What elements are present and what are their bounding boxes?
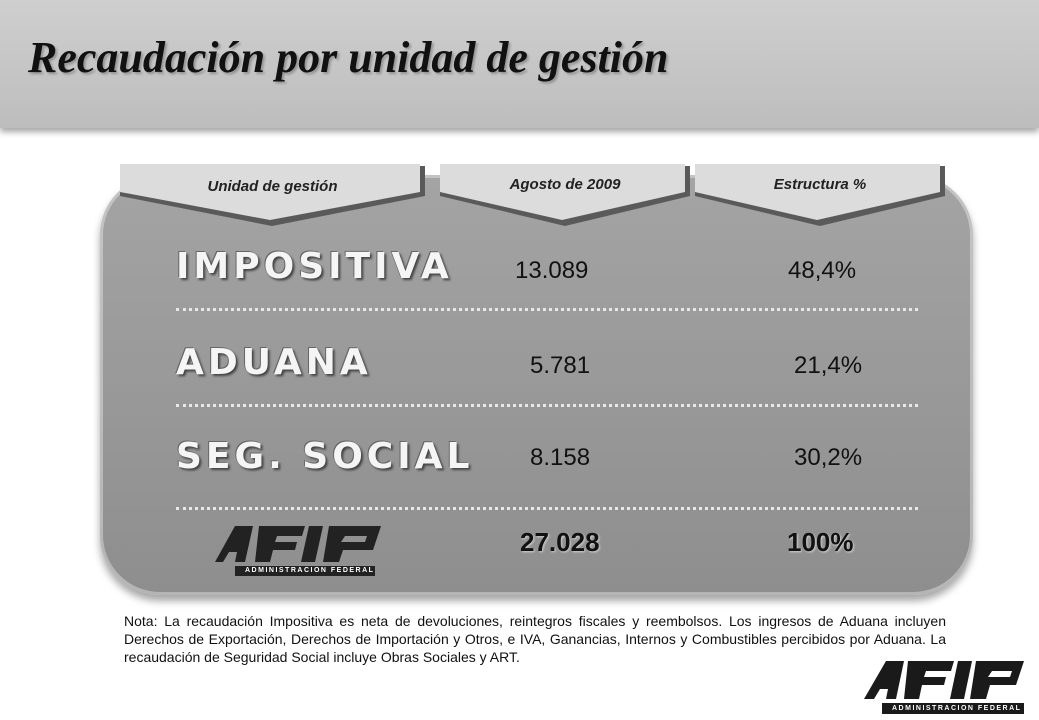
total-share: 100% bbox=[787, 527, 854, 557]
row-amount-seg-social: 8.158 bbox=[530, 444, 591, 471]
column-header-unit: Unidad de gestión bbox=[120, 164, 425, 234]
column-header-share: Estructura % bbox=[695, 164, 945, 234]
row-amount-impositiva: 13.089 bbox=[515, 257, 589, 284]
afip-logo-panel: ADMINISTRACION FEDERAL bbox=[205, 522, 385, 583]
row-divider bbox=[176, 507, 918, 510]
column-label-unit: Unidad de gestión bbox=[207, 178, 338, 195]
column-header-amount: Agosto de 2009 bbox=[440, 164, 690, 234]
page-title: Recaudación por unidad de gestión bbox=[28, 33, 669, 82]
row-share-impositiva: 48,4% bbox=[788, 257, 857, 284]
table-panel bbox=[100, 175, 973, 595]
total-amount: 27.028 bbox=[520, 527, 600, 557]
row-unit-seg-social: SEG. SOCIAL bbox=[176, 436, 474, 477]
row-unit-impositiva: IMPOSITIVA bbox=[176, 246, 453, 287]
afip-logo-corner-subtitle: ADMINISTRACION FEDERAL bbox=[892, 705, 1022, 712]
row-divider bbox=[176, 404, 918, 407]
row-share-aduana: 21,4% bbox=[794, 352, 863, 379]
header-bar: Recaudación por unidad de gestión bbox=[0, 0, 1039, 128]
afip-logo-corner: ADMINISTRACION FEDERAL bbox=[858, 655, 1028, 720]
footnote: Nota: La recaudación Impositiva es neta … bbox=[124, 613, 946, 665]
column-label-share: Estructura % bbox=[773, 176, 867, 193]
column-label-amount: Agosto de 2009 bbox=[509, 176, 621, 193]
row-share-seg-social: 30,2% bbox=[794, 444, 863, 471]
row-unit-aduana: ADUANA bbox=[176, 342, 372, 383]
afip-logo-subtitle: ADMINISTRACION FEDERAL bbox=[245, 567, 375, 574]
row-divider bbox=[176, 308, 918, 311]
row-amount-aduana: 5.781 bbox=[530, 352, 591, 379]
